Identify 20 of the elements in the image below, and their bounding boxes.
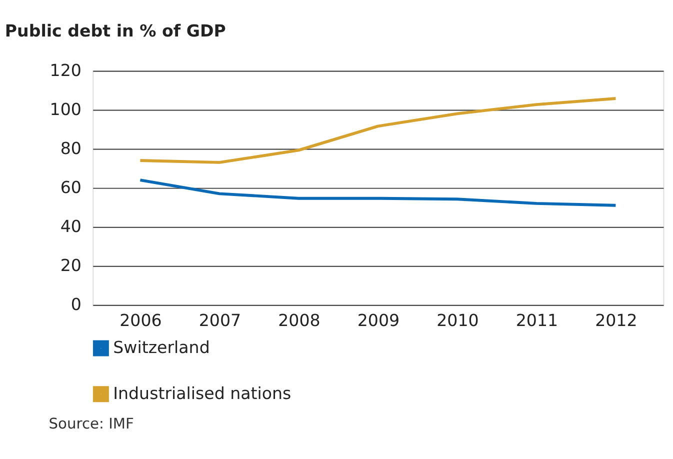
legend-label: Industrialised nations: [113, 384, 292, 403]
line-series: [138, 178, 618, 207]
y-tick-label: 120: [50, 61, 82, 80]
x-tick-label: 2008: [278, 310, 320, 330]
y-tick-label: 20: [60, 256, 82, 276]
x-tick-label: 2006: [120, 310, 162, 330]
source-note: Source: IMF: [48, 416, 134, 433]
y-tick-label: 80: [60, 139, 82, 158]
x-tick-label: 2012: [595, 310, 638, 330]
x-tick-label: 2009: [357, 310, 400, 330]
y-tick-label: 0: [70, 295, 82, 314]
y-tick-label: 100: [50, 100, 82, 120]
x-tick-label: 2011: [516, 310, 558, 330]
legend-label: Switzerland: [113, 338, 210, 358]
x-tick-label: 2007: [198, 310, 242, 330]
x-tick-label: 2010: [436, 310, 479, 330]
line-series: [138, 97, 618, 164]
y-tick-label: 40: [60, 217, 82, 236]
y-tick-label: 60: [60, 178, 82, 198]
chart-title: Public debt in % of GDP: [4, 22, 226, 41]
